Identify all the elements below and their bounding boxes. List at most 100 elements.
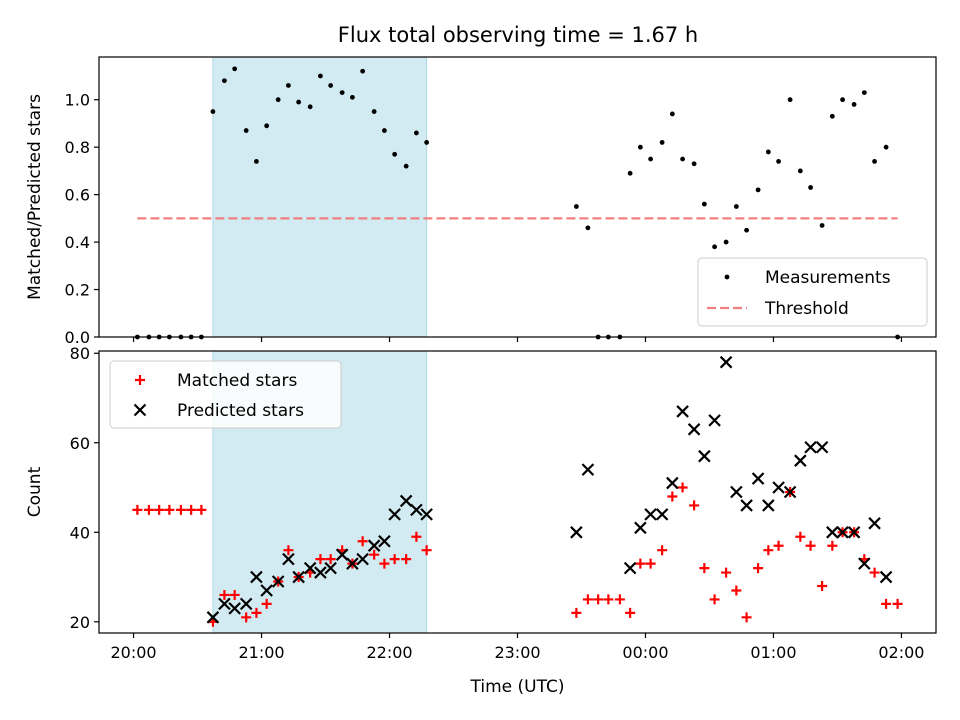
data-point	[603, 594, 614, 605]
data-point	[379, 558, 390, 569]
data-point	[378, 534, 391, 548]
data-point	[260, 584, 273, 597]
data-point	[219, 589, 230, 600]
data-point	[858, 557, 871, 570]
x-tick-label: 00:00	[622, 643, 668, 662]
data-point	[829, 113, 835, 119]
legend-box	[109, 360, 342, 429]
data-point	[283, 545, 294, 556]
data-point	[861, 90, 867, 95]
x-tick-label: 01:00	[750, 643, 796, 662]
data-point	[883, 144, 889, 150]
data-point	[731, 585, 742, 596]
data-point	[744, 227, 749, 233]
data-point	[740, 499, 753, 512]
y-axis-label: Count	[25, 466, 45, 517]
data-point	[795, 531, 806, 542]
legend-label-matched: Matched stars	[177, 371, 297, 391]
data-point	[350, 94, 355, 100]
data-point	[637, 144, 643, 150]
data-point	[218, 597, 231, 611]
data-point	[360, 68, 366, 74]
legend-box	[697, 257, 928, 327]
legend-matched-marker	[135, 375, 145, 385]
data-point	[836, 526, 849, 539]
data-point	[879, 570, 893, 584]
data-point	[765, 149, 771, 155]
data-point	[869, 567, 880, 578]
data-point	[206, 611, 220, 624]
data-point	[392, 151, 398, 157]
data-point	[403, 163, 409, 169]
y-tick-label: 0.2	[65, 281, 90, 300]
data-point	[676, 405, 689, 418]
data-point	[723, 239, 729, 245]
data-point	[797, 168, 803, 174]
data-point	[701, 201, 707, 207]
data-point	[847, 526, 861, 539]
legend-label-measurements: Measurements	[765, 268, 891, 288]
data-point	[804, 440, 817, 454]
data-point	[659, 140, 665, 145]
data-point	[143, 504, 154, 515]
data-point	[318, 73, 323, 79]
x-tick-label: 02:00	[878, 643, 924, 662]
data-point	[241, 612, 252, 623]
series-predicted-stars	[206, 355, 893, 624]
data-point	[719, 355, 733, 369]
data-point	[339, 90, 345, 95]
data-point	[593, 594, 604, 605]
data-point	[196, 504, 207, 515]
data-point	[251, 607, 262, 618]
data-point	[420, 508, 433, 521]
data-point	[667, 491, 678, 502]
data-point	[228, 602, 241, 615]
data-point	[254, 159, 259, 164]
data-point	[677, 482, 688, 493]
data-point	[730, 485, 743, 499]
data-point	[623, 561, 637, 575]
data-point	[324, 561, 337, 575]
data-point	[571, 607, 582, 618]
y-tick-label: 0.4	[65, 233, 90, 252]
y-tick-label: 80	[70, 344, 90, 363]
data-point	[175, 504, 186, 515]
data-point	[805, 540, 816, 551]
data-point	[411, 531, 422, 542]
data-point	[817, 581, 828, 591]
data-point	[401, 554, 412, 565]
data-point	[154, 504, 165, 515]
data-point	[872, 159, 877, 164]
data-point	[868, 517, 881, 530]
data-point	[666, 476, 679, 490]
data-point	[808, 185, 813, 190]
y-axis-label: Matched/Predicted stars	[25, 94, 45, 300]
legend-measurements-marker	[724, 274, 730, 280]
data-point	[389, 554, 400, 565]
data-point	[381, 128, 387, 133]
data-point	[709, 594, 720, 605]
y-tick-label: 0.0	[65, 328, 90, 347]
data-point	[787, 97, 793, 103]
data-point	[222, 78, 227, 84]
legend-predicted-marker	[133, 403, 147, 417]
ratio-panel: 0.0 0.2 0.4 0.6 0.8 1.0 Matched/Predicted star…	[25, 56, 937, 347]
data-point	[657, 545, 668, 556]
data-point	[794, 454, 807, 467]
data-point	[346, 557, 359, 570]
data-point	[314, 566, 327, 579]
data-point	[399, 494, 413, 508]
data-point	[261, 598, 272, 609]
y-tick-label: 40	[70, 523, 90, 542]
data-point	[357, 536, 368, 547]
data-point	[210, 109, 216, 114]
data-point	[573, 204, 579, 209]
x-axis-label: Time (UTC)	[470, 677, 565, 697]
data-point	[627, 170, 633, 176]
data-point	[698, 449, 711, 463]
data-point	[250, 570, 263, 584]
data-point	[699, 563, 710, 574]
y-tick-label: 1.0	[65, 91, 90, 110]
data-point	[614, 594, 625, 605]
